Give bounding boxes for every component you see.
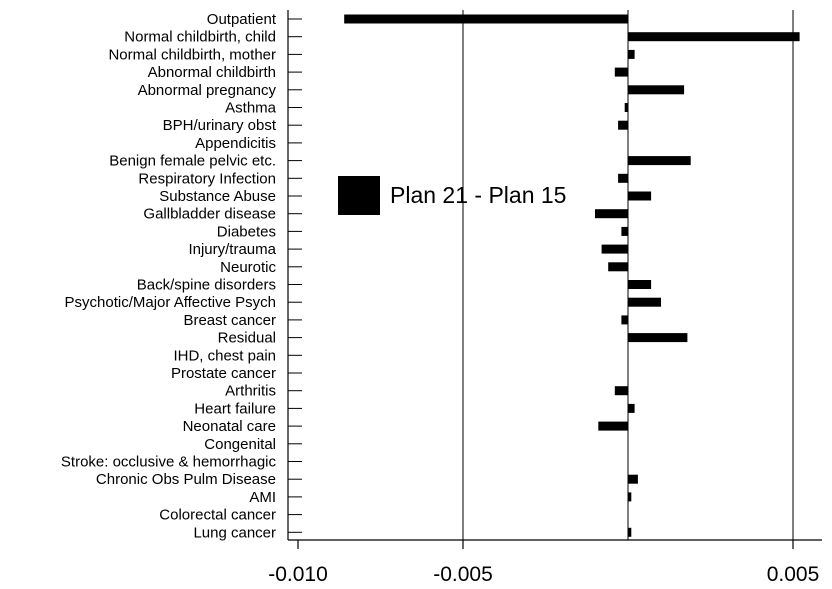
category-label: Appendicitis [195,135,276,152]
legend-swatch [338,176,380,215]
bar [344,14,628,24]
category-label: Residual [218,330,276,347]
plot-frame [287,10,822,541]
bar [628,403,635,413]
bar [624,103,628,112]
legend-label: Plan 21 - Plan 15 [390,182,566,208]
category-label: Congenital [204,436,276,453]
bar [628,333,688,343]
bar [595,209,628,219]
bar [601,244,628,254]
grid-lines [462,10,794,540]
category-label: Abnormal pregnancy [138,82,277,99]
y-axis-ticks [288,18,302,533]
category-label: Breast cancer [183,312,276,329]
bar [614,67,628,77]
bar [618,173,628,183]
bar [628,297,661,307]
bar [628,49,635,59]
bar [621,315,628,325]
category-label: Substance Abuse [159,188,276,205]
category-label: Chronic Obs Pulm Disease [96,471,276,488]
x-tick-label: -0.005 [433,563,493,586]
category-label: Injury/trauma [188,241,276,258]
x-tick-label: 0.005 [767,563,820,586]
category-label: Stroke: occlusive & hemorrhagic [61,454,277,471]
bar [628,474,638,484]
bar [614,386,628,396]
category-label: Neurotic [220,259,276,276]
bars [344,14,800,537]
bar [628,156,691,166]
category-label: IHD, chest pain [173,347,276,364]
category-label: Psychotic/Major Affective Psych [65,294,276,311]
bar [628,492,632,502]
bar [598,421,628,431]
category-label: Gallbladder disease [143,206,276,223]
bar [628,191,652,201]
x-axis-ticks: -0.010 -0.005 0.005 [268,540,819,586]
category-label: Lung cancer [193,524,276,541]
bar [608,262,628,272]
category-label: Colorectal cancer [159,507,276,524]
category-label: Diabetes [217,223,276,240]
category-label: Asthma [225,100,277,117]
bar [628,32,800,42]
category-label: Neonatal care [183,418,276,435]
bar [628,85,685,95]
category-label: AMI [249,489,276,506]
category-label: Benign female pelvic etc. [109,153,276,170]
bar [628,280,652,289]
category-label: Normal childbirth, mother [108,46,276,63]
category-label: Prostate cancer [171,365,276,382]
legend: Plan 21 - Plan 15 [338,176,566,215]
category-label: Heart failure [194,400,276,417]
category-label: Abnormal childbirth [148,64,276,81]
category-label: Back/spine disorders [137,277,276,294]
x-tick-label: -0.010 [268,563,328,586]
bar [621,226,628,236]
bar [618,120,628,130]
bar [628,527,632,537]
category-label: BPH/urinary obst [163,117,277,134]
category-label: Respiratory Infection [138,170,276,187]
category-label: Normal childbirth, child [124,29,276,46]
category-label: Arthritis [225,383,276,400]
category-label: Outpatient [207,11,277,28]
